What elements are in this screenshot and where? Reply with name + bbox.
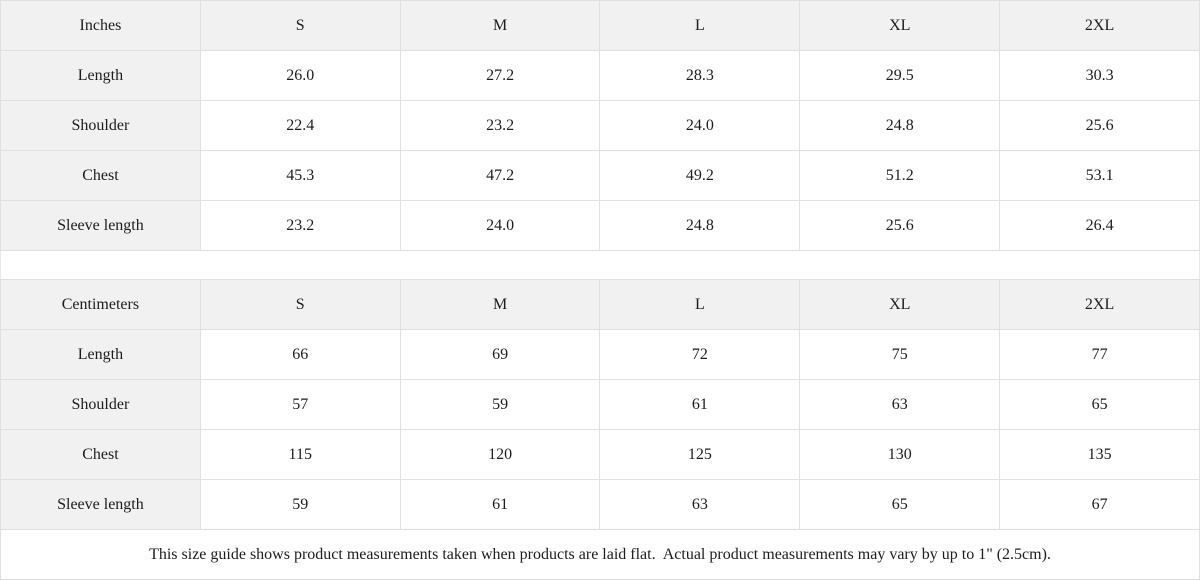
measurement-value: 23.2 bbox=[199, 200, 401, 251]
measurement-value: 66 bbox=[199, 329, 401, 380]
measurement-value: 49.2 bbox=[599, 150, 801, 201]
size-column-header: 2XL bbox=[999, 279, 1200, 330]
measurement-label: Shoulder bbox=[0, 100, 201, 151]
measurement-label: Sleeve length bbox=[0, 479, 201, 530]
measurement-value: 24.0 bbox=[399, 200, 601, 251]
size-column-header: M bbox=[399, 279, 601, 330]
measurement-value: 30.3 bbox=[999, 50, 1200, 101]
size-guide-disclaimer: This size guide shows product measuremen… bbox=[0, 530, 1200, 580]
size-column-header: XL bbox=[799, 0, 1001, 51]
measurement-value: 135 bbox=[999, 429, 1200, 480]
table-row: Length 66 69 72 75 77 bbox=[0, 329, 1200, 380]
measurement-value: 65 bbox=[999, 379, 1200, 430]
measurement-value: 120 bbox=[399, 429, 601, 480]
table-row: Chest 45.3 47.2 49.2 51.2 53.1 bbox=[0, 150, 1200, 201]
unit-header: Centimeters bbox=[0, 279, 201, 330]
measurement-value: 25.6 bbox=[999, 100, 1200, 151]
size-column-header: L bbox=[599, 0, 801, 51]
measurement-value: 24.8 bbox=[799, 100, 1001, 151]
measurement-value: 53.1 bbox=[999, 150, 1200, 201]
measurement-label: Chest bbox=[0, 150, 201, 201]
measurement-value: 130 bbox=[799, 429, 1001, 480]
measurement-label: Shoulder bbox=[0, 379, 201, 430]
size-column-header: 2XL bbox=[999, 0, 1200, 51]
table-row: Chest 115 120 125 130 135 bbox=[0, 429, 1200, 480]
measurement-value: 26.0 bbox=[199, 50, 401, 101]
measurement-value: 28.3 bbox=[599, 50, 801, 101]
table-row: Sleeve length 23.2 24.0 24.8 25.6 26.4 bbox=[0, 200, 1200, 251]
measurement-value: 125 bbox=[599, 429, 801, 480]
table-header-row: Centimeters S M L XL 2XL bbox=[0, 279, 1200, 330]
measurement-value: 63 bbox=[799, 379, 1001, 430]
measurement-value: 115 bbox=[199, 429, 401, 480]
disclaimer-text: This size guide shows product measuremen… bbox=[149, 545, 1051, 563]
measurement-value: 29.5 bbox=[799, 50, 1001, 101]
size-column-header: XL bbox=[799, 279, 1001, 330]
inches-table: Inches S M L XL 2XL Length 26.0 27.2 28.… bbox=[0, 0, 1200, 251]
measurement-value: 59 bbox=[199, 479, 401, 530]
table-row: Shoulder 57 59 61 63 65 bbox=[0, 379, 1200, 430]
size-column-header: M bbox=[399, 0, 601, 51]
measurement-value: 61 bbox=[399, 479, 601, 530]
measurement-value: 45.3 bbox=[199, 150, 401, 201]
measurement-value: 77 bbox=[999, 329, 1200, 380]
measurement-value: 26.4 bbox=[999, 200, 1200, 251]
measurement-value: 75 bbox=[799, 329, 1001, 380]
size-column-header: L bbox=[599, 279, 801, 330]
measurement-value: 67 bbox=[999, 479, 1200, 530]
measurement-label: Length bbox=[0, 50, 201, 101]
size-column-header: S bbox=[199, 0, 401, 51]
size-column-header: S bbox=[199, 279, 401, 330]
measurement-value: 24.0 bbox=[599, 100, 801, 151]
measurement-value: 24.8 bbox=[599, 200, 801, 251]
measurement-label: Sleeve length bbox=[0, 200, 201, 251]
table-row: Length 26.0 27.2 28.3 29.5 30.3 bbox=[0, 50, 1200, 101]
measurement-value: 63 bbox=[599, 479, 801, 530]
measurement-value: 27.2 bbox=[399, 50, 601, 101]
measurement-value: 72 bbox=[599, 329, 801, 380]
measurement-value: 61 bbox=[599, 379, 801, 430]
table-spacer bbox=[0, 251, 1200, 279]
measurement-value: 47.2 bbox=[399, 150, 601, 201]
measurement-label: Chest bbox=[0, 429, 201, 480]
table-header-row: Inches S M L XL 2XL bbox=[0, 0, 1200, 51]
measurement-value: 23.2 bbox=[399, 100, 601, 151]
unit-header: Inches bbox=[0, 0, 201, 51]
table-row: Shoulder 22.4 23.2 24.0 24.8 25.6 bbox=[0, 100, 1200, 151]
measurement-value: 57 bbox=[199, 379, 401, 430]
measurement-value: 59 bbox=[399, 379, 601, 430]
centimeters-table: Centimeters S M L XL 2XL Length 66 69 72… bbox=[0, 279, 1200, 530]
measurement-label: Length bbox=[0, 329, 201, 380]
table-row: Sleeve length 59 61 63 65 67 bbox=[0, 479, 1200, 530]
measurement-value: 69 bbox=[399, 329, 601, 380]
measurement-value: 51.2 bbox=[799, 150, 1001, 201]
measurement-value: 25.6 bbox=[799, 200, 1001, 251]
measurement-value: 22.4 bbox=[199, 100, 401, 151]
measurement-value: 65 bbox=[799, 479, 1001, 530]
